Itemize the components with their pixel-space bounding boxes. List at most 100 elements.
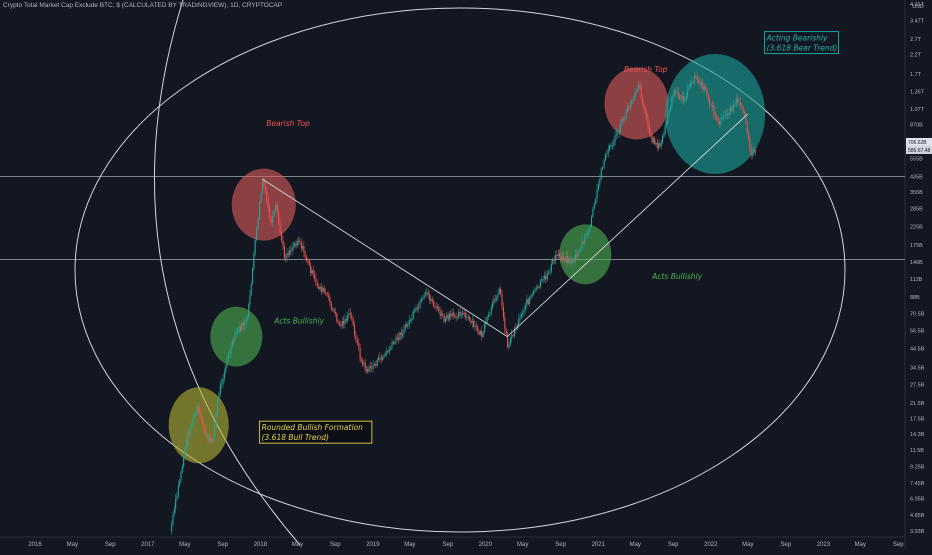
candle-body	[422, 297, 424, 300]
candle-body	[611, 145, 613, 147]
candle-body	[604, 154, 607, 160]
candle-body	[203, 424, 205, 430]
time-tick-label: Sep	[442, 542, 453, 548]
candle-body	[727, 114, 729, 116]
candle-body	[341, 321, 343, 326]
candle-body	[404, 324, 406, 330]
candle-body	[681, 95, 683, 100]
candle-body	[254, 240, 256, 255]
candle-body	[325, 292, 327, 294]
candle-body	[215, 414, 217, 427]
candle-body	[477, 327, 479, 332]
candle-body	[309, 265, 312, 274]
candle-body	[267, 201, 269, 209]
candle-body	[655, 143, 657, 145]
candle-body	[290, 250, 292, 252]
candle-body	[388, 349, 390, 352]
candle-body	[535, 287, 537, 289]
candle-body	[716, 115, 718, 120]
candle-body	[644, 108, 646, 114]
candle-body	[640, 86, 642, 99]
candle-body	[572, 259, 574, 263]
candle-body	[197, 406, 200, 412]
candle-body	[278, 212, 280, 224]
candle-body	[651, 134, 653, 143]
time-tick-label: Sep	[217, 542, 228, 548]
candle-body	[705, 86, 707, 89]
candle-body	[622, 119, 624, 121]
candle-body	[570, 262, 572, 264]
candle-body	[663, 134, 665, 136]
candle-body	[403, 329, 405, 334]
candle-body	[573, 259, 575, 262]
candle-body	[537, 286, 539, 288]
candle-body	[614, 135, 616, 143]
price-tick-label: 555B	[910, 156, 923, 162]
time-tick-label: May	[630, 542, 641, 548]
candle-body	[369, 366, 371, 368]
candle-body	[360, 359, 363, 362]
candle-body	[371, 367, 373, 369]
candle-body	[507, 334, 509, 348]
candle-body	[489, 313, 491, 315]
annotation-sublabel: (3.618 Bull Trend)	[262, 433, 329, 442]
candle-body	[234, 333, 236, 341]
candle-body	[596, 189, 598, 199]
price-tick-label: 1.35T	[910, 89, 925, 95]
annotation-box	[259, 420, 373, 444]
zone-teal	[665, 53, 766, 174]
candle-body	[426, 292, 428, 294]
candle-body	[589, 226, 591, 232]
candle-body	[700, 82, 702, 85]
price-tick-label: 6.05B	[910, 497, 925, 503]
candle-body	[438, 306, 440, 312]
candle-body	[395, 337, 397, 343]
candle-body	[336, 313, 338, 322]
candle-body	[675, 90, 677, 93]
price-tick-label: 44.5B	[910, 346, 925, 352]
candle-body	[621, 119, 623, 124]
candle-body	[667, 115, 669, 124]
annotation-label: Acts Bullishly	[273, 316, 324, 325]
candle-body	[343, 321, 345, 325]
candle-body	[356, 340, 358, 343]
candle-body	[410, 320, 412, 322]
candle-body	[485, 322, 487, 325]
price-tick-label: 7.45B	[910, 481, 925, 487]
candle-body	[602, 167, 604, 170]
candle-body	[376, 359, 378, 366]
candle-body	[576, 254, 578, 257]
candle-body	[483, 324, 485, 333]
candle-body	[179, 480, 181, 486]
candle-body	[333, 309, 335, 313]
candle-body	[531, 294, 533, 296]
candle-body	[713, 106, 715, 116]
candle-body	[275, 204, 277, 211]
annotation-label: Rounded Bullish Formation	[262, 423, 364, 432]
candle-body	[419, 301, 421, 307]
candle-body	[311, 270, 313, 274]
candle-body	[318, 285, 320, 289]
candle-body	[473, 320, 475, 327]
candle-body	[184, 447, 186, 458]
candle-body	[223, 372, 225, 379]
candle-body	[600, 169, 602, 179]
candle-body	[351, 314, 353, 319]
candle-body	[302, 246, 304, 249]
candle-body	[238, 326, 240, 332]
candle-body	[219, 384, 221, 394]
candle-body	[754, 149, 756, 154]
candle-body	[741, 105, 743, 109]
candle-body	[581, 241, 583, 249]
price-tick-label: 9.25B	[910, 465, 925, 471]
candle-body	[498, 288, 500, 294]
candle-body	[744, 112, 746, 115]
candle-body	[269, 208, 271, 219]
candle-body	[250, 283, 252, 295]
candle-body	[383, 354, 385, 357]
candle-body	[424, 292, 427, 296]
candle-body	[692, 82, 694, 84]
large-ellipse	[74, 7, 846, 533]
